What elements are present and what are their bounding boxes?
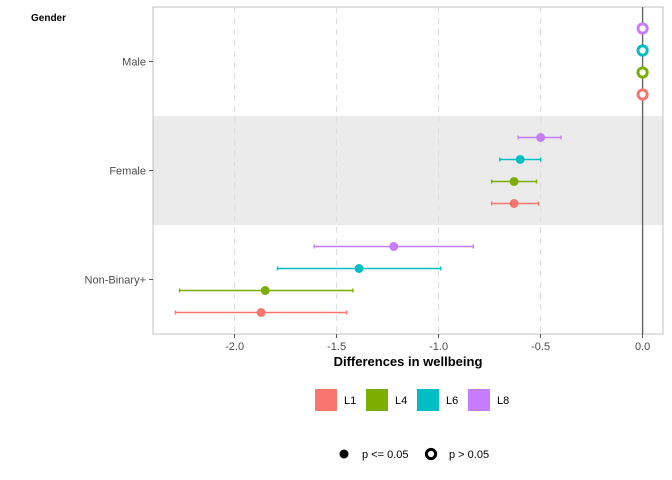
category-band-female: [153, 116, 663, 225]
point-l1-female: [509, 199, 519, 208]
x-tick-label: -1.0: [429, 341, 448, 353]
point-l6-male: [636, 44, 649, 57]
legend-key-l1: [315, 389, 337, 411]
legend-key-l6: [417, 389, 439, 411]
legend-key-not-significant: [424, 447, 438, 461]
legend-key-significant: [339, 449, 349, 459]
point-l1-non-binary-: [256, 308, 266, 317]
point-l4-non-binary-: [260, 286, 270, 295]
x-tick-label: -0.5: [531, 341, 550, 353]
axes: -2.0 -1.5 -1.0 -0.5 0.0 Male Female Non-Binary+: [85, 57, 651, 354]
point-l4-male: [636, 66, 649, 79]
category-label: Non-Binary+: [85, 275, 146, 287]
category-band-non-binary-: [153, 225, 663, 334]
legend-key-l8: [468, 389, 490, 411]
category-band-male: [153, 7, 663, 116]
x-tick-label: -1.5: [327, 341, 346, 353]
legend-label-l8: L8: [497, 395, 509, 407]
point-l8-female: [536, 133, 546, 142]
legend-label-l6: L6: [446, 395, 458, 407]
point-l4-female: [509, 177, 519, 186]
category-label: Male: [122, 57, 146, 69]
group-title: Gender: [31, 13, 66, 24]
x-tick-label: 0.0: [635, 341, 650, 353]
point-l1-male: [636, 88, 649, 101]
legend-label-l4: L4: [395, 395, 407, 407]
plot-panel: [152, 6, 664, 335]
point-l6-female: [515, 155, 525, 164]
significance-legend: p <= 0.05 p > 0.05: [339, 447, 489, 461]
point-l8-male: [636, 22, 649, 35]
legend-label-l1: L1: [344, 395, 356, 407]
category-label: Female: [109, 166, 146, 178]
x-axis-title: Differences in wellbeing: [334, 354, 483, 369]
x-tick-label: -2.0: [225, 341, 244, 353]
data-marks: [174, 22, 649, 317]
point-l8-non-binary-: [389, 242, 399, 251]
legend-label-significant: p <= 0.05: [362, 449, 409, 461]
legend-key-l4: [366, 389, 388, 411]
point-l6-non-binary-: [354, 264, 364, 273]
legend-label-not-significant: p > 0.05: [449, 449, 489, 461]
series-legend: L1 L4 L6 L8: [315, 389, 509, 411]
